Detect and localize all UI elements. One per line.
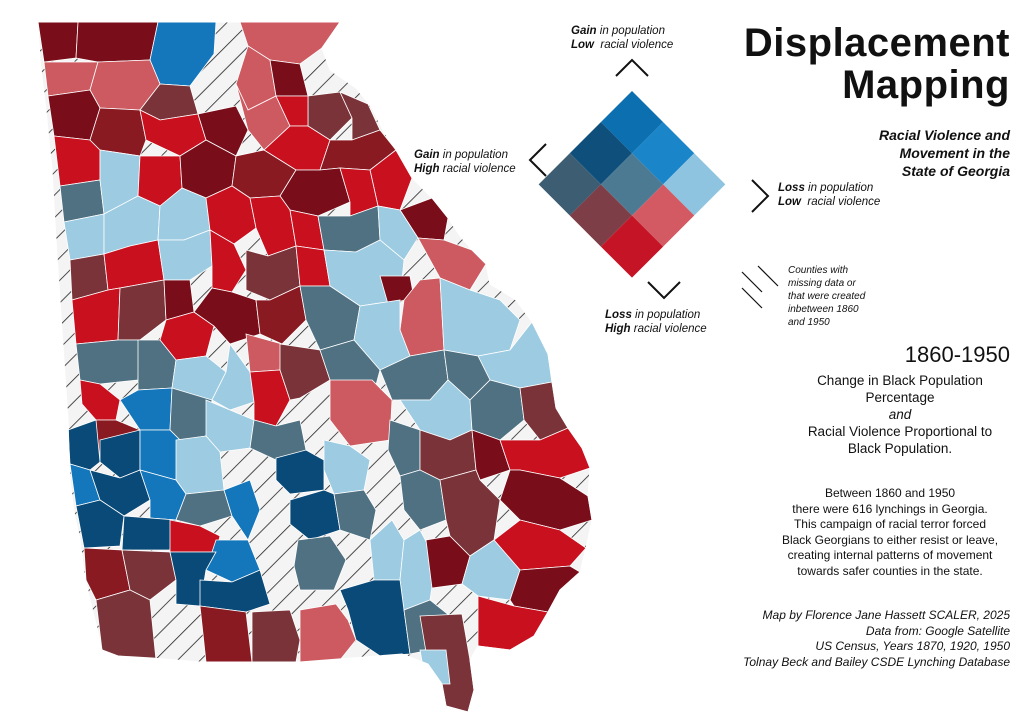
map-description: Change in Black Population Percentage an… [790, 372, 1010, 457]
legend-corner-brackets [528, 58, 770, 300]
description-line-3: Racial Violence Proportional to [807, 424, 993, 439]
legend-cell-1-1 [600, 153, 664, 216]
legend-cell-0-0 [600, 91, 664, 154]
legend-bottom-rest2: racial violence [630, 323, 707, 335]
hatch-legend-icon [741, 265, 779, 309]
subtitle: Racial Violence and Movement in the Stat… [744, 126, 1010, 180]
paragraph-line: Between 1860 and 1950 [824, 486, 956, 500]
legend-left-strong2: High [414, 163, 440, 175]
legend-right-strong2: Low [778, 196, 801, 208]
description-line-4: Black Population. [847, 441, 953, 456]
hatch-note-line: inbetween 1860 [788, 304, 859, 315]
legend-left-strong: Gain [414, 149, 440, 161]
hatch-note-line: missing data or [788, 278, 856, 289]
credits: Map by Florence Jane Hassett SCALER, 202… [743, 608, 1010, 670]
title-line-1: Displacement [743, 21, 1010, 65]
legend-cell-2-0 [538, 153, 601, 216]
period-heading: 1860-1950 [904, 342, 1010, 367]
credit-line: Tolnay Beck and Bailey CSDE Lynching Dat… [743, 654, 1010, 669]
legend-right-strong: Loss [778, 182, 805, 194]
credit-line: US Census, Years 1870, 1920, 1950 [815, 639, 1010, 653]
county-mosaic [38, 22, 592, 712]
description-line-1: Change in Black Population [817, 373, 983, 388]
paragraph-line: towards safer counties in the state. [797, 563, 983, 578]
context-paragraph: Between 1860 and 1950 there were 616 lyn… [770, 486, 1010, 579]
legend-bottom-strong2: High [605, 323, 631, 335]
paragraph-line: Black Georgians to either resist or leav… [781, 532, 999, 547]
subtitle-line-1: Racial Violence and [879, 127, 1010, 143]
subtitle-line-2: Movement in the [899, 145, 1010, 161]
paragraph-line: This campaign of racial terror forced [793, 517, 987, 531]
legend-cell-0-2 [663, 153, 726, 216]
legend-left-rest1: in population [439, 149, 508, 161]
legend-top-rest1: in population [596, 25, 665, 37]
legend-right-rest2: racial violence [801, 196, 881, 208]
description-and: and [888, 407, 912, 422]
hatch-note-line: Counties with [788, 265, 849, 276]
state-outline [37, 21, 593, 713]
legend-left-rest2: racial violence [439, 163, 516, 175]
legend-label-right: Loss in population Low racial violence [778, 181, 880, 209]
credit-line: Map by Florence Jane Hassett SCALER, 202… [762, 608, 1010, 622]
legend-bottom-strong: Loss [605, 309, 632, 321]
legend-top-rest2: racial violence [594, 39, 674, 51]
legend-label-bottom: Loss in population High racial violence [605, 308, 707, 336]
bivariate-legend-matrix [538, 91, 726, 278]
paragraph-line: there were 616 lynchings in Georgia. [792, 501, 988, 516]
credit-line: Data from: Google Satellite [865, 623, 1010, 638]
hatch-note: Counties with missing data or that were … [788, 264, 888, 329]
legend-label-left: Gain in population High racial violence [414, 148, 516, 176]
legend-label-top: Gain in population Low racial violence [571, 24, 673, 52]
legend-right-rest1: in population [804, 182, 874, 194]
legend-cell-2-2 [600, 215, 664, 278]
legend-top-strong2: Low [571, 39, 594, 51]
title-line-2: Mapping [842, 63, 1010, 107]
paragraph-line: creating internal patterns of movement [787, 548, 993, 562]
hatch-note-line: that were created [788, 291, 866, 302]
description-line-2: Percentage [865, 390, 935, 405]
legend-top-strong: Gain [571, 25, 597, 37]
legend-bottom-rest1: in population [631, 309, 701, 321]
title-block: Displacement Mapping Racial Violence and… [744, 22, 1010, 180]
hatch-note-line: and 1950 [788, 317, 830, 328]
subtitle-line-3: State of Georgia [901, 163, 1010, 179]
